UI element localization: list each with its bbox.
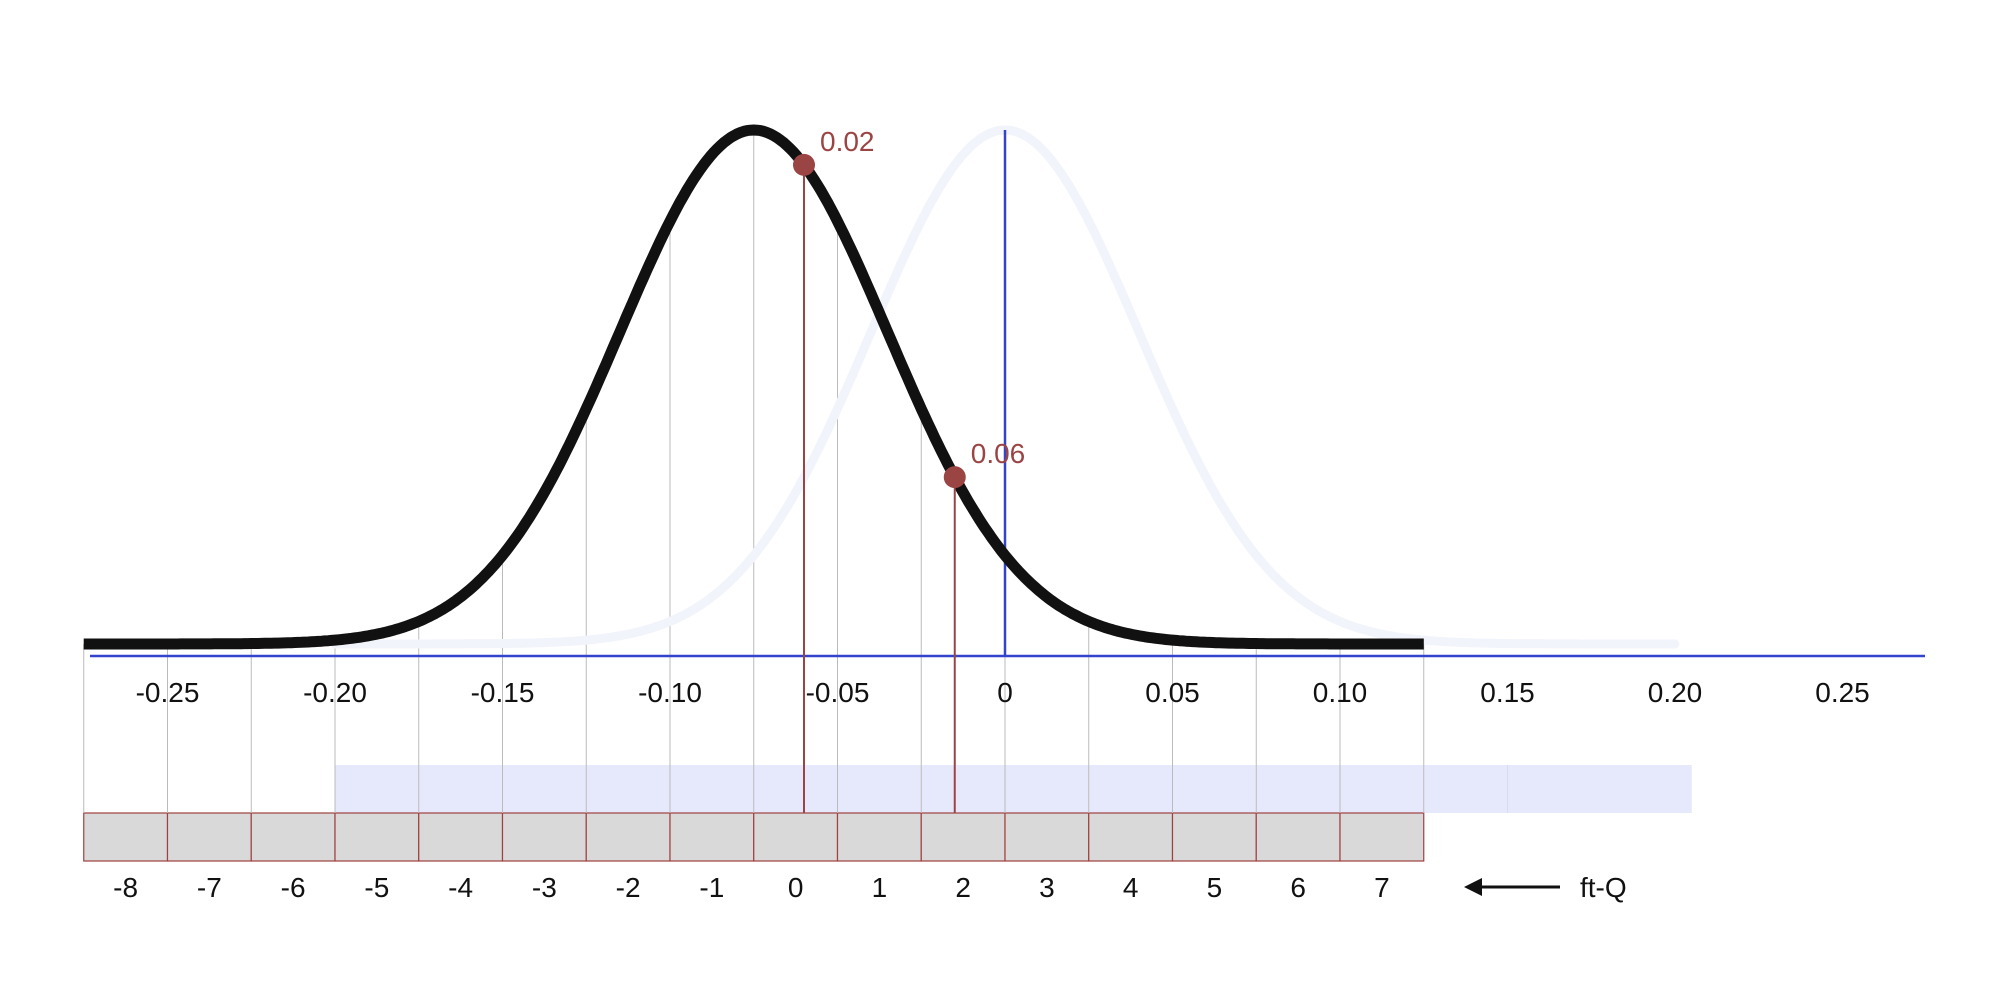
bin-index-label: -6 [281, 872, 306, 903]
bin-index-label: 3 [1039, 872, 1055, 903]
quant-bin [753, 812, 839, 862]
bin-index-label: 7 [1374, 872, 1390, 903]
bin-index-label: -1 [699, 872, 724, 903]
point-label: 0.02 [820, 126, 875, 157]
bin-index-label: 6 [1290, 872, 1306, 903]
quant-bin [1088, 812, 1174, 862]
bin-index-label: -8 [113, 872, 138, 903]
x-tick-label: 0 [997, 677, 1013, 708]
annotation-label: ft-Q [1580, 872, 1627, 903]
bin-index-label: -5 [364, 872, 389, 903]
quant-bin [250, 812, 336, 862]
quantized-curve [81, 124, 1426, 650]
tick-labels-layer: -0.25 -0.20 -0.15 -0.10 -0.05 0 0.05 0.10 0.15 0.… [136, 677, 1870, 708]
x-tick-label: -0.10 [638, 677, 702, 708]
quant-bin [334, 812, 420, 862]
x-tick-label: 0.15 [1480, 677, 1535, 708]
x-tick-label: -0.25 [136, 677, 200, 708]
quant-bin [669, 812, 755, 862]
x-tick-label: 0.10 [1313, 677, 1368, 708]
quant-bin [1255, 812, 1341, 862]
arrow-head-icon [1464, 878, 1482, 896]
bin-index-label: 2 [955, 872, 971, 903]
x-tick-label: 0.05 [1145, 677, 1200, 708]
bins-layer [83, 812, 1425, 862]
x-tick-label: -0.20 [303, 677, 367, 708]
quant-bin [1339, 812, 1425, 862]
quant-bin [1004, 812, 1090, 862]
quant-bin [1171, 812, 1257, 862]
quant-bin [418, 812, 504, 862]
original-range-bar [335, 765, 1692, 813]
bin-index-label: 1 [872, 872, 888, 903]
x-tick-label: -0.15 [471, 677, 535, 708]
highlighted-point [793, 153, 815, 176]
bin-index-label: -7 [197, 872, 222, 903]
highlighted-point [943, 466, 966, 489]
quant-bin [585, 812, 671, 862]
bin-index-label: -3 [532, 872, 557, 903]
point-label: 0.06 [971, 438, 1026, 469]
quant-bin [501, 812, 587, 862]
bin-index-label: 5 [1207, 872, 1223, 903]
x-tick-label: -0.05 [806, 677, 870, 708]
original-range-bar-layer [335, 765, 1692, 813]
quant-bin [166, 812, 252, 862]
bin-index-label: -2 [616, 872, 641, 903]
gridlines-layer [83, 130, 1425, 813]
quant-bin [836, 812, 922, 862]
quant-bin [83, 812, 169, 862]
x-tick-label: 0.20 [1648, 677, 1703, 708]
quant-bin [920, 812, 1006, 862]
highlighted-points-layer: 0.02 0.06 [793, 126, 1025, 813]
x-tick-label: 0.25 [1815, 677, 1870, 708]
quantized-curve-layer [81, 124, 1426, 650]
x-axis-layer [90, 130, 1925, 658]
bin-index-label: 4 [1123, 872, 1139, 903]
annotation-layer: ft-Q [1464, 872, 1627, 903]
bin-index-label: 0 [788, 872, 804, 903]
bin-labels-layer: -8 -7 -6 -5 -4 -3 -2 -1 0 1 2 3 4 5 6 7 [113, 872, 1389, 903]
bin-index-label: -4 [448, 872, 473, 903]
